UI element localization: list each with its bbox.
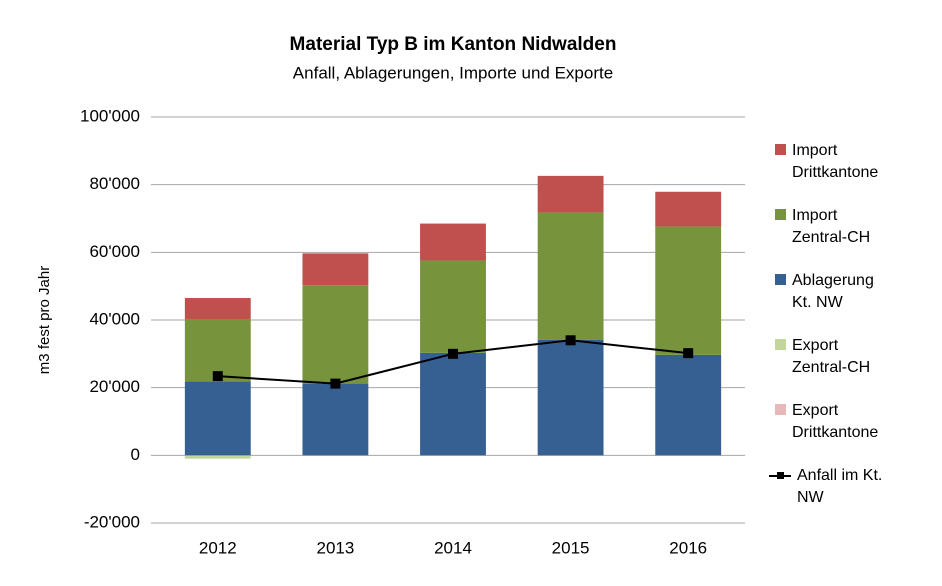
line-marker <box>683 348 694 359</box>
legend-label: Import Drittkantone <box>792 142 879 181</box>
legend-swatch <box>775 209 786 220</box>
bar-segment <box>420 352 486 456</box>
legend-swatch <box>775 274 786 285</box>
legend-label: Anfall im Kt. NW <box>797 467 883 506</box>
x-tick-label: 2016 <box>669 538 707 557</box>
bar-segment <box>184 298 251 319</box>
bar-segment <box>184 455 251 459</box>
legend-label: Ablagerung Kt. NW <box>792 272 874 311</box>
legend-swatch <box>775 144 786 155</box>
legend-swatch <box>775 404 786 415</box>
y-tick-label: 40'000 <box>89 309 140 328</box>
legend-item: Ablagerung Kt. NW <box>775 270 892 314</box>
legend-marker <box>777 472 784 479</box>
legend-label: Export Zentral-CH <box>792 337 871 376</box>
legend-item: Anfall im Kt. NW <box>769 465 897 509</box>
y-tick-label: 80'000 <box>89 174 140 193</box>
legend-label: Import Zentral-CH <box>792 207 871 246</box>
line-marker <box>330 378 341 389</box>
bar-segment <box>537 212 604 340</box>
x-tick-label: 2012 <box>199 538 237 557</box>
bar-segment <box>537 175 604 213</box>
y-tick-label: 60'000 <box>89 242 140 261</box>
bar-segment <box>537 339 604 456</box>
legend-swatch <box>769 472 791 479</box>
legend-item: Export Drittkantone <box>775 400 892 444</box>
bar-segment <box>302 383 369 456</box>
line-marker <box>565 335 576 346</box>
bar-segment <box>655 354 722 456</box>
bar-segment <box>184 381 251 456</box>
bar-segment <box>420 260 486 353</box>
line-marker <box>212 371 223 382</box>
legend-item: Import Drittkantone <box>775 140 892 184</box>
bar-segment <box>184 318 251 382</box>
y-tick-label: 0 <box>131 445 140 464</box>
line-marker <box>448 348 458 359</box>
bar-segment <box>420 223 486 261</box>
legend-item: Import Zentral-CH <box>775 205 892 249</box>
legend-swatch <box>775 339 786 350</box>
y-axis-label: m3 fest pro Jahr <box>36 266 53 374</box>
x-tick-label: 2013 <box>316 538 354 557</box>
y-tick-label: -20'000 <box>84 512 140 531</box>
bar-segment <box>655 191 722 227</box>
bar-segment <box>302 253 369 286</box>
x-tick-label: 2014 <box>434 538 472 557</box>
x-tick-label: 2015 <box>552 538 590 557</box>
legend-label: Export Drittkantone <box>792 402 879 441</box>
bar-segment <box>302 285 369 384</box>
chart-title: Material Typ B im Kanton Nidwalden <box>290 34 617 55</box>
bar-segment <box>655 226 722 355</box>
y-tick-label: 100'000 <box>80 106 140 125</box>
legend-item: Export Zentral-CH <box>775 335 892 379</box>
chart-subtitle: Anfall, Ablagerungen, Importe und Export… <box>293 63 613 82</box>
y-tick-label: 20'000 <box>89 377 140 396</box>
